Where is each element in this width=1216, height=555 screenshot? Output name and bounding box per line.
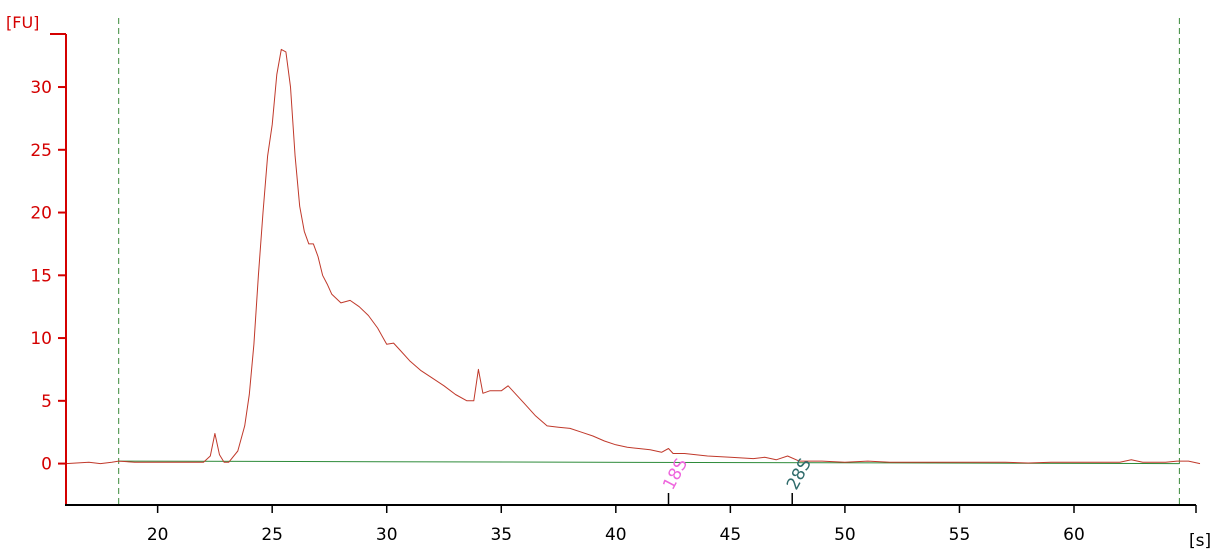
x-tick-label-55: 55 [949, 525, 971, 545]
x-tick-label-45: 45 [720, 525, 742, 545]
x-tick-label-30: 30 [376, 525, 398, 545]
baseline-line [118, 460, 1180, 465]
y-tick-label-10: 10 [30, 329, 52, 349]
y-ticks: 0 5 10 15 20 25 30 [30, 33, 66, 475]
y-tick-label-20: 20 [30, 204, 52, 224]
x-ticks: 20 25 30 35 40 45 50 55 60 [147, 505, 1197, 545]
x-tick-label-60: 60 [1063, 525, 1085, 545]
y-tick-label-0: 0 [41, 455, 52, 475]
baseline-series [118, 460, 1180, 465]
x-tick-label-25: 25 [261, 525, 283, 545]
x-tick-label-50: 50 [834, 525, 856, 545]
y-tick-label-25: 25 [30, 141, 52, 161]
y-tick-label-15: 15 [30, 266, 52, 286]
guide-lines [118, 18, 1180, 505]
y-tick-label-30: 30 [30, 78, 52, 98]
signal-series [65, 48, 1201, 465]
x-axis-unit-label: [s] [1189, 531, 1211, 551]
signal-line [65, 48, 1201, 465]
x-tick-label-20: 20 [147, 525, 169, 545]
y-axis-unit-label: [FU] [6, 13, 39, 32]
marker-label-18S: 18S [659, 455, 692, 493]
y-tick-label-5: 5 [41, 392, 52, 412]
x-tick-label-40: 40 [605, 525, 627, 545]
x-tick-label-35: 35 [490, 525, 512, 545]
axes [65, 34, 1196, 506]
